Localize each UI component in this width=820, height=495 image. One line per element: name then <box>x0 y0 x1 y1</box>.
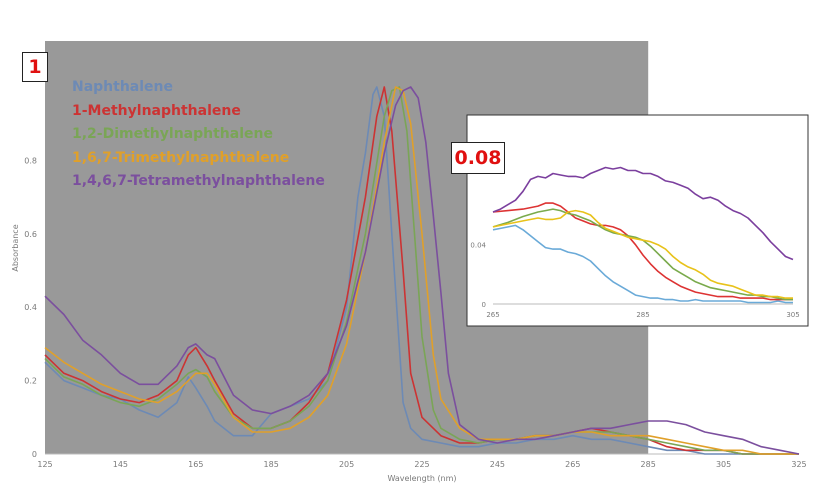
inset-x-tick-labels: 265 285 305 <box>486 311 799 319</box>
inset-x-tick-265: 265 <box>486 311 499 319</box>
main-x-tick-265: 265 <box>565 460 580 469</box>
main-y-tick-labels: 0 0.2 0.4 0.6 0.8 <box>24 156 37 459</box>
inset-line-1-methylnaphthalene <box>492 202 793 301</box>
inset-line-1-2-dimethylnaphthalene <box>492 208 793 301</box>
legend-item-naphthalene: Naphthalene <box>72 79 174 95</box>
inset-y-tick-labels: 00.04 <box>470 242 486 309</box>
y-axis-label: Absorbance <box>11 224 20 271</box>
legend-item-1-6-7-trimethylnaphthalene: 1,6,7-Trimethylnaphthalene <box>72 149 290 166</box>
main-x-tick-225: 225 <box>414 460 429 469</box>
main-line-1-6-7-trimethylnaphthalene <box>44 86 799 455</box>
inset-line-naphthalene <box>492 224 793 304</box>
legend-item-1-4-6-7-tetramethylnaphthalene: 1,4,6,7-Tetramethylnaphthalene <box>72 173 325 189</box>
legend: Naphthalene 1-Methylnaphthalene 1,2-Dimeth… <box>72 76 325 194</box>
main-x-tick-165: 165 <box>188 460 203 469</box>
main-x-tick-145: 145 <box>113 460 128 469</box>
inset-line-1-6-7-trimethylnaphthalene <box>492 209 793 299</box>
main-line-1-4-6-7-tetramethylnaphthalene <box>44 86 800 455</box>
main-line-1-2-dimethylnaphthalene <box>44 86 799 455</box>
inset-line-1-4-6-7-tetramethylnaphthalene <box>492 166 794 261</box>
main-y-tick-2: 0.4 <box>24 303 37 312</box>
inset-badge: 0.08 <box>451 142 505 174</box>
main-y-tick-1: 0.2 <box>24 377 37 386</box>
x-axis-label: Wavelength (nm) <box>387 474 456 483</box>
inset-x-tick-285: 285 <box>636 311 649 319</box>
legend-item-1-methylnaphthalene: 1-Methylnaphthalene <box>72 102 241 119</box>
main-x-tick-245: 245 <box>490 460 505 469</box>
inset-y-tick-1: 0.04 <box>470 242 486 250</box>
inset-chart: 00.04 265 285 305 <box>466 114 809 327</box>
main-y-tick-0: 0 <box>32 450 37 459</box>
main-x-tick-labels: 125 145 165 185 205 225 245 265 285 305 325 <box>37 460 806 469</box>
main-x-tick-185: 185 <box>264 460 279 469</box>
main-x-tick-205: 205 <box>339 460 354 469</box>
inset-x-tick-305: 305 <box>786 311 799 319</box>
inset-series-lines <box>492 166 794 304</box>
main-x-tick-125: 125 <box>37 460 52 469</box>
main-line-naphthalene <box>44 86 799 455</box>
main-y-tick-4: 0.8 <box>24 156 37 165</box>
legend-item-1-2-dimethylnaphthalene: 1,2-Dimethylnaphthalene <box>72 126 273 142</box>
main-x-tick-285: 285 <box>641 460 656 469</box>
inset-y-tick-0: 0 <box>482 301 486 309</box>
main-x-tick-325: 325 <box>791 460 806 469</box>
main-line-1-methylnaphthalene <box>44 86 799 455</box>
panel-badge: 1 <box>22 52 48 82</box>
main-y-tick-3: 0.6 <box>24 230 37 239</box>
main-series-lines <box>44 86 800 455</box>
main-x-tick-305: 305 <box>716 460 731 469</box>
